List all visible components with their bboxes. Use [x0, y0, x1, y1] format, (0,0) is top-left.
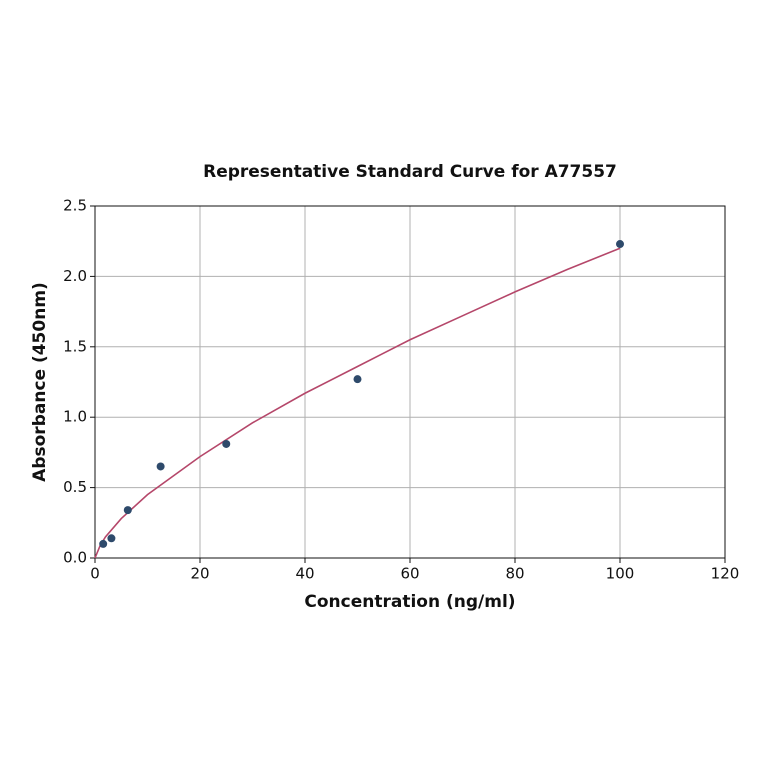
x-tick-label: 0 — [90, 565, 100, 583]
data-point — [107, 534, 116, 543]
y-tick-label: 1.0 — [63, 408, 87, 426]
data-point — [99, 539, 108, 548]
y-tick-label: 0.5 — [63, 478, 87, 496]
x-tick-label: 80 — [505, 565, 524, 583]
y-tick-label: 0.0 — [63, 549, 87, 567]
plot-frame — [94, 205, 726, 559]
x-axis-label: Concentration (ng/ml) — [304, 592, 515, 612]
y-tick-label: 1.5 — [63, 337, 87, 355]
data-point — [353, 375, 362, 384]
data-point — [123, 506, 132, 515]
x-tick-label: 100 — [606, 565, 635, 583]
x-tick-label: 20 — [190, 565, 209, 583]
x-tick-label: 40 — [295, 565, 314, 583]
y-tick-label: 2.5 — [63, 197, 87, 215]
y-axis-label: Absorbance (450nm) — [30, 282, 50, 482]
x-tick-label: 60 — [400, 565, 419, 583]
chart-title: Representative Standard Curve for A77557 — [203, 162, 617, 182]
fit-curve — [94, 247, 621, 559]
data-point — [616, 240, 624, 249]
y-tick-label: 2.0 — [63, 267, 87, 285]
data-point — [156, 462, 165, 471]
data-point — [222, 439, 231, 448]
x-tick-label: 120 — [711, 565, 740, 583]
